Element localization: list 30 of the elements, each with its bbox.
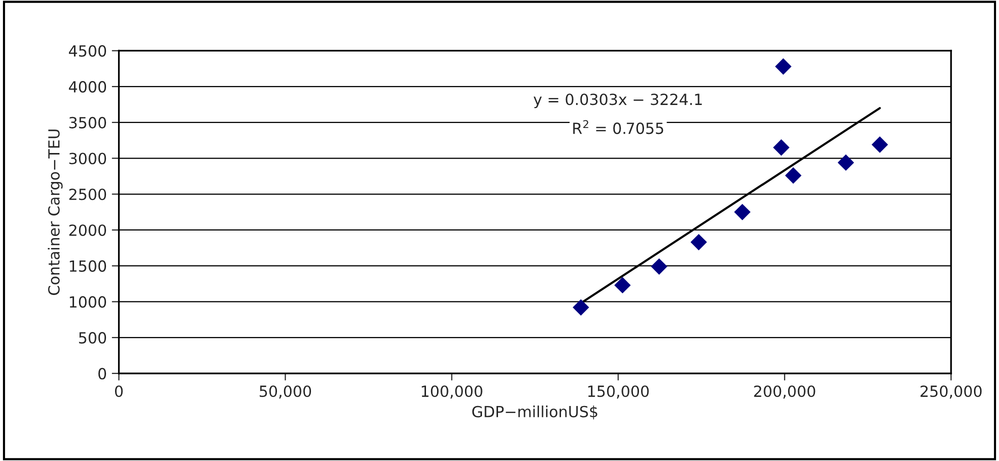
y-tick-label: 2500 bbox=[69, 188, 106, 200]
y-tick-label: 4000 bbox=[68, 81, 106, 93]
point bbox=[838, 154, 854, 171]
x-tick-label: 0 bbox=[115, 385, 123, 398]
y-tick-label: 1000 bbox=[70, 296, 106, 308]
point bbox=[690, 234, 707, 250]
y-tick-label: 1500 bbox=[70, 260, 106, 272]
y-tick-label: 4500 bbox=[68, 45, 106, 57]
point bbox=[650, 258, 668, 275]
annotation: y = 0.0303x − 3224.1 bbox=[534, 94, 702, 108]
x-tick-label: 200,000 bbox=[754, 385, 816, 399]
x-axis-title: GDP−millionUS$ bbox=[472, 406, 598, 420]
point bbox=[775, 58, 792, 75]
point bbox=[614, 276, 631, 294]
point bbox=[872, 136, 888, 153]
y-tick-label: 3500 bbox=[69, 116, 106, 128]
x-tick-label: 150,000 bbox=[588, 385, 649, 399]
x-tick-label: 100,000 bbox=[422, 385, 482, 399]
y-tick-label: 0 bbox=[98, 368, 106, 380]
y-tick-label: 500 bbox=[79, 332, 106, 344]
point bbox=[785, 167, 802, 184]
y-axis-title: Container Cargo−TEU bbox=[48, 130, 63, 295]
y-tick-label: 3000 bbox=[69, 152, 106, 164]
point bbox=[773, 139, 790, 156]
x-tick-label: 50,000 bbox=[260, 385, 312, 399]
point bbox=[734, 204, 751, 220]
x-tick-label: 250,000 bbox=[920, 385, 982, 399]
point bbox=[572, 299, 590, 316]
y-tick-label: 2000 bbox=[69, 224, 106, 236]
annotation: R$^{2}$ = 0.7055 bbox=[573, 120, 664, 134]
